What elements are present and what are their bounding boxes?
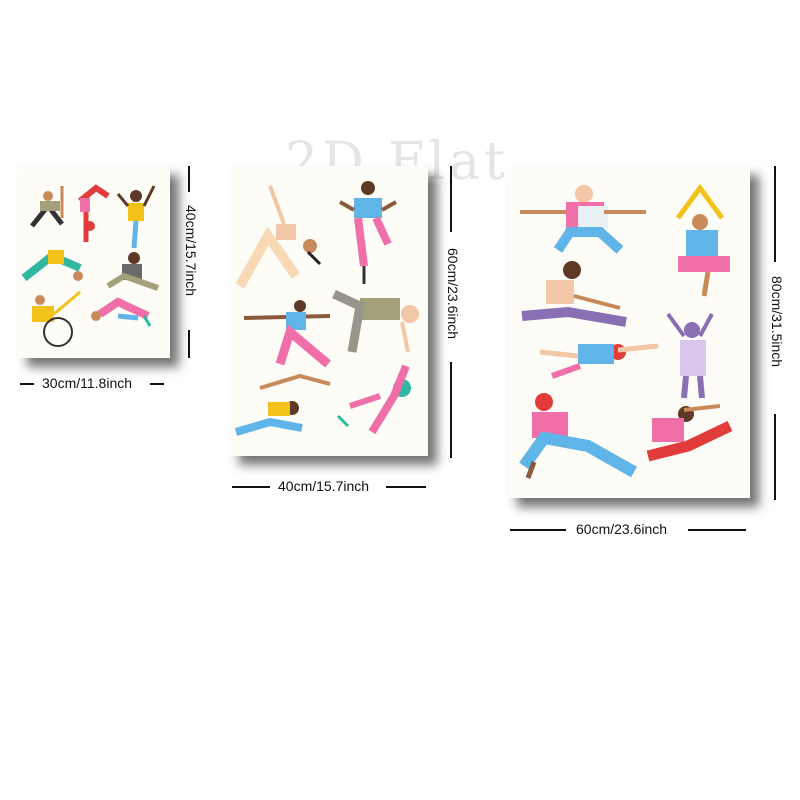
height-dimension-line: [450, 166, 452, 232]
width-dimension-line: [20, 383, 34, 385]
poster-medium: [230, 166, 428, 456]
yoga-figures-illustration: [519, 183, 733, 479]
height-label: 60cm/23.6inch: [445, 248, 461, 340]
height-dimension-line: [188, 330, 190, 358]
yoga-figures-illustration: [21, 184, 159, 347]
height-label: 40cm/15.7inch: [183, 205, 199, 297]
width-dimension-line: [150, 383, 164, 385]
width-dimension-line: [386, 486, 426, 488]
width-dimension-line: [232, 486, 270, 488]
width-label: 40cm/15.7inch: [278, 478, 370, 494]
height-dimension-line: [774, 166, 776, 262]
width-dimension-line: [688, 529, 746, 531]
yoga-figures-illustration: [234, 181, 419, 436]
height-dimension-line: [188, 166, 190, 192]
width-label: 60cm/23.6inch: [576, 521, 668, 537]
poster-small: [18, 166, 170, 358]
height-dimension-line: [774, 414, 776, 500]
height-label: 80cm/31.5inch: [769, 276, 785, 368]
poster-large: [508, 166, 750, 498]
height-dimension-line: [450, 362, 452, 458]
width-dimension-line: [510, 529, 566, 531]
width-label: 30cm/11.8inch: [42, 375, 133, 391]
